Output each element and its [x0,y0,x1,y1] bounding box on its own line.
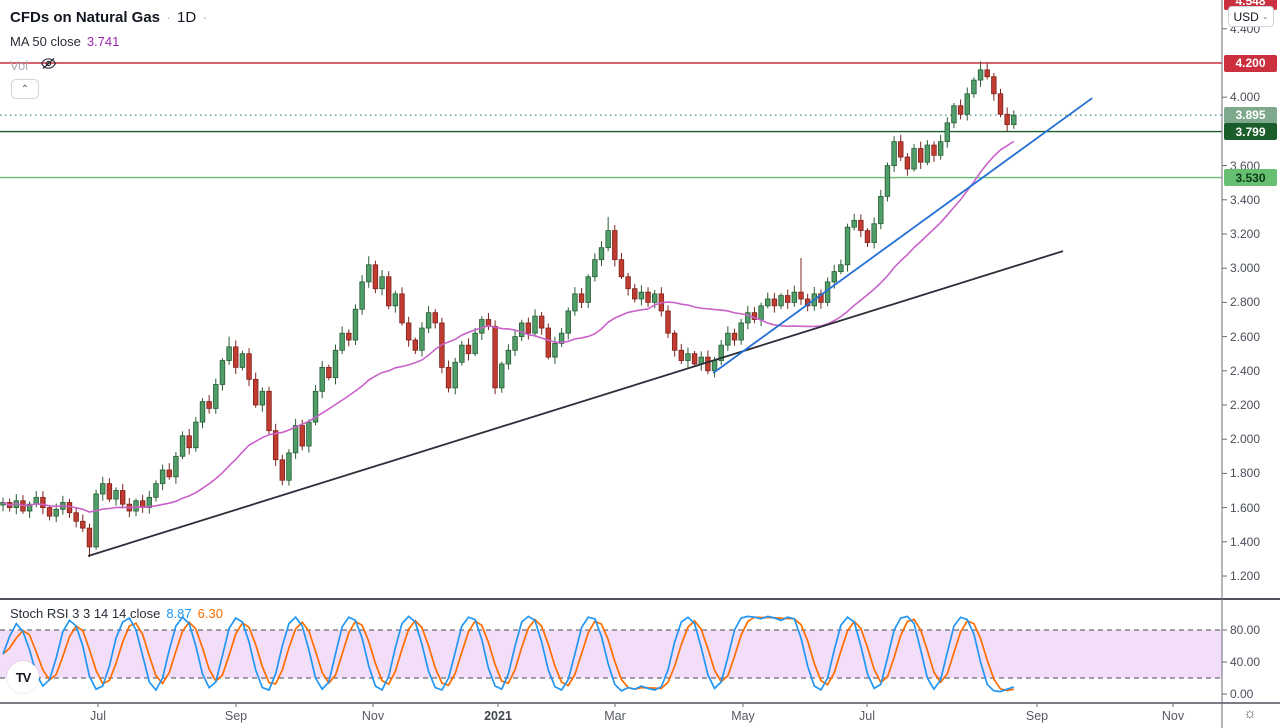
price-axis-label[interactable]: 2.400 [1230,363,1261,378]
stoch-k-value: 8.87 [166,606,192,621]
price-level-chip[interactable]: 4.200 [1224,54,1277,72]
price-axis-label[interactable]: 2.200 [1230,398,1261,412]
currency-dropdown[interactable]: USD ⌄ [1228,6,1274,27]
symbol-title-row[interactable]: CFDs on Natural Gas · 1D · [10,9,207,26]
time-axis-label[interactable]: Sep [224,709,248,723]
interval-label[interactable]: 1D [177,9,197,26]
title-trailing-dot: · [202,9,208,26]
price-axis-label[interactable]: 1.600 [1230,500,1261,515]
price-level-chip[interactable]: 3.895 [1224,106,1277,124]
stoch-axis-label[interactable]: 0.00 [1230,687,1254,701]
price-level-chip[interactable]: 3.530 [1224,169,1277,187]
time-axis-label[interactable]: 2021 [484,709,512,723]
price-axis-label[interactable]: 3.000 [1230,261,1261,276]
ma-value: 3.741 [86,34,120,49]
price-chip-clipped: 4.548 [1224,0,1277,10]
price-axis-label[interactable]: 3.400 [1230,192,1261,207]
stoch-d-line[interactable] [2,616,1014,692]
stoch-axis-label[interactable]: 40.00 [1230,655,1261,669]
tradingview-logo[interactable]: TV [7,661,39,693]
stoch-k-line[interactable] [2,615,1015,693]
stoch-d-value: 6.30 [197,606,223,621]
sun-gear-icon: ☼ [1243,705,1257,722]
symbol-name[interactable]: CFDs on Natural Gas [10,9,161,26]
volume-label: Vol [10,57,29,73]
trendline-steep-support[interactable] [712,97,1093,374]
volume-indicator-row[interactable]: Vol [10,57,57,73]
timezone-settings-icon[interactable]: ☼ [1243,705,1257,722]
title-separator: · [166,9,172,26]
stoch-rsi-indicator-row[interactable]: Stoch RSI 3 3 14 14 close 8.87 6.30 [10,606,223,621]
price-axis-label[interactable]: 2.600 [1230,329,1261,344]
price-axis-label[interactable]: 1.400 [1230,534,1261,549]
trendline-long-term-support[interactable] [87,250,1064,557]
currency-label: USD [1233,9,1259,24]
stoch-rsi-label: Stoch RSI 3 3 14 14 close [10,606,161,621]
chevron-up-icon: ⌃ [20,83,30,95]
time-axis-label[interactable]: Jul [90,709,106,723]
candles-group [0,61,1017,558]
time-axis-label[interactable]: Sep [1025,709,1049,723]
collapse-pane-button[interactable]: ⌃ [11,79,39,99]
ma-label: MA 50 close [10,34,81,49]
price-level-chip[interactable]: 3.799 [1224,123,1277,141]
ma50-line[interactable] [2,140,1015,513]
eye-off-icon[interactable] [40,57,57,73]
stoch-axis-label[interactable]: 80.00 [1230,623,1261,637]
price-axis-label[interactable]: 3.200 [1230,227,1261,241]
time-axis-label[interactable]: Mar [604,709,626,723]
time-axis-label[interactable]: Jul [859,709,875,723]
ma-indicator-row[interactable]: MA 50 close 3.741 [10,34,119,49]
time-axis-label[interactable]: May [731,709,755,723]
time-axis-label[interactable]: Nov [1161,709,1185,723]
price-chip-clipped-value: 4.548 [1235,0,1266,8]
time-axis-label[interactable]: Nov [361,709,385,723]
price-axis-label[interactable]: 4.000 [1230,90,1261,105]
price-axis-label[interactable]: 2.800 [1230,295,1261,310]
tradingview-logo-text: TV [15,669,32,685]
price-axis-label[interactable]: 1.800 [1230,466,1261,481]
chevron-down-icon: ⌄ [1261,12,1269,21]
price-axis-label[interactable]: 2.000 [1230,432,1261,447]
price-axis-label[interactable]: 1.200 [1230,569,1261,583]
